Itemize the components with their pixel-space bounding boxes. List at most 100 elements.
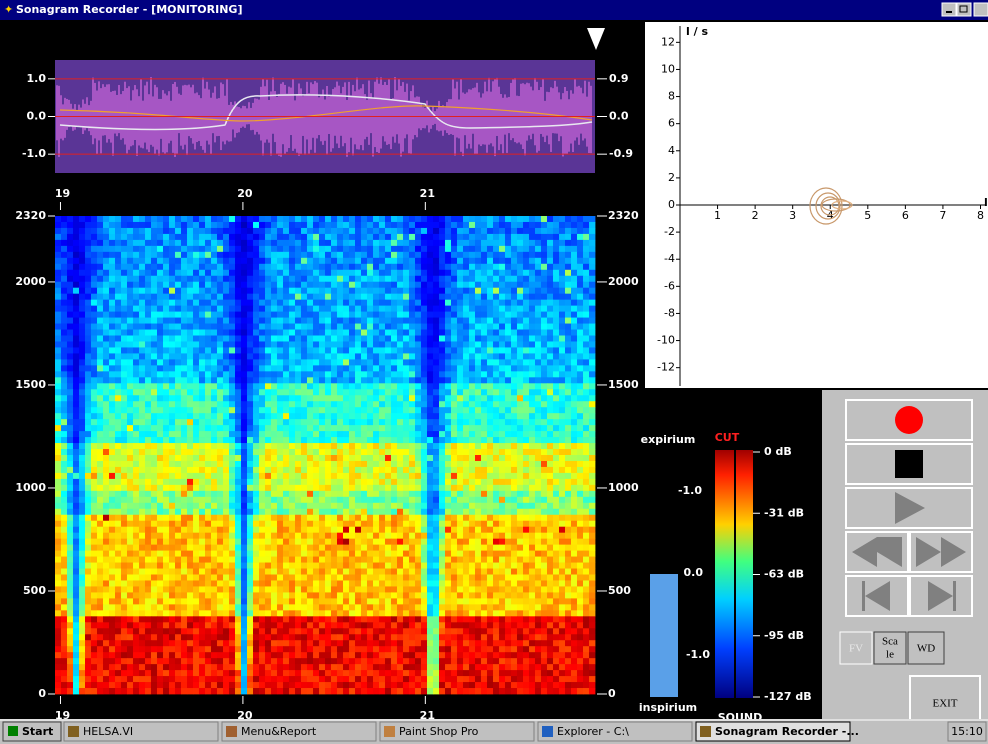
spectrogram-cell <box>565 503 571 509</box>
spectrogram-cell <box>481 330 487 336</box>
spectrogram-cell <box>193 264 199 270</box>
spectrogram-cell <box>193 503 199 509</box>
spectrogram-cell <box>535 407 541 413</box>
spectrogram-cell <box>67 503 73 509</box>
spectrogram-cell <box>301 485 307 491</box>
spectrogram-cell <box>229 312 235 318</box>
spectrogram-cell <box>553 336 559 342</box>
close-button[interactable] <box>974 3 988 16</box>
spectrogram-cell <box>391 431 397 437</box>
spectrogram-cell <box>169 282 175 288</box>
spectrogram-cell <box>151 216 157 222</box>
spectrogram-cell <box>247 294 253 300</box>
spectrogram-cell <box>145 479 151 485</box>
spectrogram-cell <box>61 234 67 240</box>
spectrogram-cell <box>559 288 565 294</box>
spectrogram-cell <box>55 485 61 491</box>
restore-button[interactable] <box>957 3 971 16</box>
spectrogram-cell <box>427 252 433 258</box>
spectrogram-cell <box>337 413 343 419</box>
spectrogram-cell <box>493 401 499 407</box>
spectrogram-cell <box>361 222 367 228</box>
spectrogram-cell <box>349 234 355 240</box>
spectrogram-cell <box>337 359 343 365</box>
spectrogram-cell <box>211 234 217 240</box>
spectrogram-cell <box>175 431 181 437</box>
spectrogram-cell <box>319 258 325 264</box>
spectrogram-cell <box>349 401 355 407</box>
spectrogram-cell <box>169 341 175 347</box>
spectrogram-cell <box>223 347 229 353</box>
spectrogram-cell <box>259 443 265 449</box>
spectrogram-cell <box>529 252 535 258</box>
spectrogram-cell <box>241 401 247 407</box>
spectrogram-cell <box>163 306 169 312</box>
spectrogram-cell <box>229 443 235 449</box>
spectrogram-cell <box>253 240 259 246</box>
spectrogram-cell <box>259 282 265 288</box>
spectrogram-cell <box>235 252 241 258</box>
spectrogram-cell <box>523 389 529 395</box>
spectrogram-cell <box>505 288 511 294</box>
spectrogram-cell <box>289 491 295 497</box>
window-controls[interactable] <box>942 3 988 16</box>
spectrogram-cell <box>553 222 559 228</box>
spectrogram-cell <box>307 341 313 347</box>
spectrogram-cell <box>283 300 289 306</box>
spectrogram-cell <box>181 371 187 377</box>
spectrogram-cell <box>535 216 541 222</box>
spectrogram-cell <box>217 431 223 437</box>
spectrogram-cell <box>355 431 361 437</box>
spectrogram-cell <box>67 306 73 312</box>
spectrogram-cell <box>121 389 127 395</box>
spectrogram-cell <box>373 276 379 282</box>
spectrogram-cell <box>379 437 385 443</box>
spectrogram-cell <box>151 222 157 228</box>
spectrogram-cell <box>379 383 385 389</box>
spectrogram-cell <box>571 449 577 455</box>
spectrogram-cell <box>343 383 349 389</box>
spectrogram-cell <box>139 216 145 222</box>
spectrogram-cell <box>325 485 331 491</box>
spectrogram-cell <box>349 407 355 413</box>
spectrogram-cell <box>433 258 439 264</box>
spectrogram-cell <box>145 473 151 479</box>
spectrogram-cell <box>61 294 67 300</box>
spectrogram-cell <box>253 509 259 515</box>
spectrogram-cell <box>61 419 67 425</box>
spectrogram-cell <box>301 491 307 497</box>
spectrogram-cell <box>145 401 151 407</box>
spectrogram-cell <box>127 347 133 353</box>
spectrogram-cell <box>283 276 289 282</box>
spectrogram-cell <box>217 336 223 342</box>
spectrogram-cell <box>571 455 577 461</box>
spectrogram-cell <box>547 240 553 246</box>
spectrogram-cell <box>121 443 127 449</box>
spectrogram-cell <box>391 252 397 258</box>
spectrogram-cell <box>493 419 499 425</box>
spectrogram-cell <box>145 252 151 258</box>
spectrogram-cell <box>271 240 277 246</box>
spectrogram-cell <box>403 515 409 521</box>
spectrogram-cell <box>79 479 85 485</box>
spectrogram-cell <box>223 270 229 276</box>
spectrogram-cell <box>589 234 595 240</box>
spectrogram-cell <box>223 479 229 485</box>
spectrogram-cell <box>85 413 91 419</box>
spectrogram-cell <box>505 395 511 401</box>
spectrogram-cell <box>289 330 295 336</box>
minimize-button[interactable] <box>942 3 956 16</box>
spectrogram-cell <box>499 353 505 359</box>
spectrogram-cell <box>469 264 475 270</box>
spectrogram-cell <box>73 341 79 347</box>
spectrogram-cell <box>547 330 553 336</box>
spectrogram-cell <box>199 228 205 234</box>
spectrogram-cell <box>55 240 61 246</box>
spectrogram-cell <box>583 270 589 276</box>
spectrogram-cell <box>133 330 139 336</box>
spectrogram-cell <box>427 401 433 407</box>
spectrogram-cell <box>355 479 361 485</box>
spectrogram-cell <box>313 491 319 497</box>
spectrogram-cell <box>187 431 193 437</box>
spectrogram-cell <box>547 437 553 443</box>
